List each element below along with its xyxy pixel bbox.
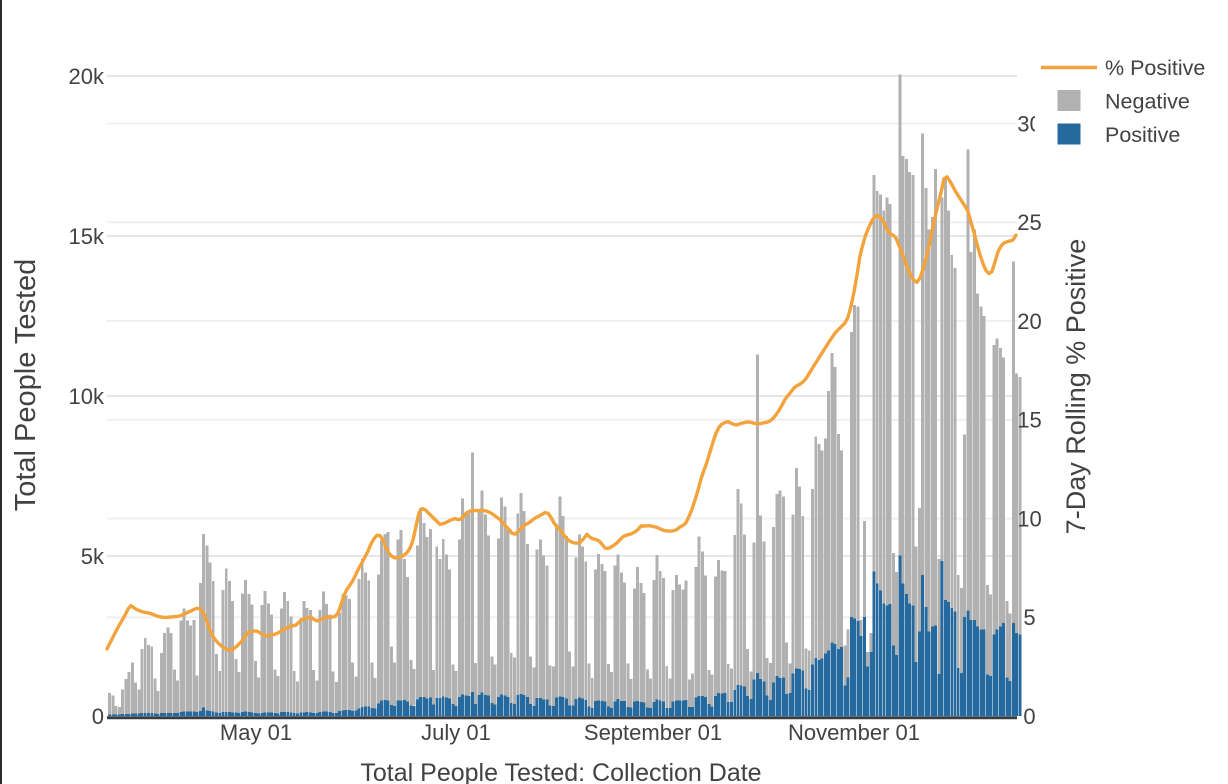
svg-text:Total People Tested: Collectio: Total People Tested: Collection Date [360, 759, 761, 784]
svg-text:July 01: July 01 [421, 720, 491, 745]
svg-text:10k: 10k [69, 384, 105, 409]
svg-text:7-Day Rolling % Positive: 7-Day Rolling % Positive [1061, 239, 1091, 535]
svg-text:May 01: May 01 [220, 720, 292, 745]
svg-text:% Positive: % Positive [1105, 56, 1205, 80]
svg-text:20k: 20k [69, 64, 105, 89]
svg-text:20: 20 [1017, 309, 1041, 334]
svg-text:0: 0 [92, 704, 104, 729]
svg-text:Positive: Positive [1105, 123, 1180, 147]
svg-text:Negative: Negative [1105, 90, 1190, 114]
svg-text:5: 5 [1023, 605, 1035, 630]
svg-text:15: 15 [1017, 408, 1041, 433]
svg-text:10: 10 [1017, 506, 1041, 531]
svg-text:15k: 15k [69, 224, 105, 249]
svg-text:25: 25 [1017, 210, 1041, 235]
svg-text:Total People Tested: Total People Tested [10, 259, 42, 512]
svg-text:5k: 5k [81, 544, 105, 569]
svg-text:September 01: September 01 [584, 720, 722, 745]
svg-text:0: 0 [1023, 704, 1035, 729]
svg-text:November 01: November 01 [788, 720, 920, 745]
